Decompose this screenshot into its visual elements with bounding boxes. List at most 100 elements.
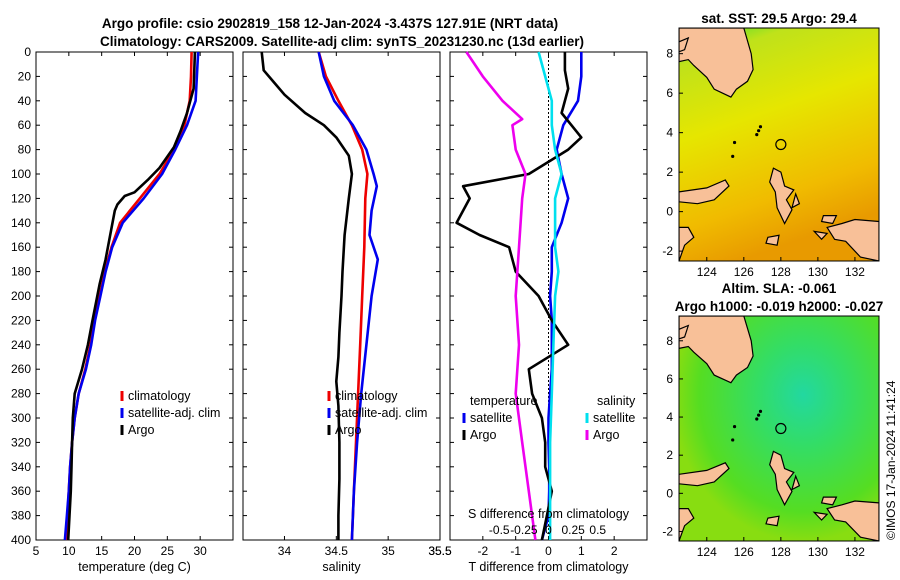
map-y-tick-label: 6 xyxy=(666,372,673,386)
sst-map-title: sat. SST: 29.5 Argo: 29.4 xyxy=(701,11,857,26)
sla-map-ticks: 124 126 128 130 132 8 6 4 2 0 -2 xyxy=(662,334,865,559)
new-guinea-birds-head xyxy=(826,500,879,541)
y-tick-label: 20 xyxy=(18,69,32,83)
y-tick-label: 320 xyxy=(11,435,31,449)
island-top-left xyxy=(679,324,690,340)
y-tick-label: 400 xyxy=(11,533,31,547)
y-tick-label: 280 xyxy=(11,387,31,401)
series-line-climatology xyxy=(317,51,369,541)
x-tick-label: -2 xyxy=(477,544,488,558)
waigeo-island xyxy=(820,496,838,506)
sulawesi-east xyxy=(679,226,695,261)
x2-tick-label: -0.25 xyxy=(510,523,538,537)
map-y-tick-label: 2 xyxy=(666,448,673,462)
x-axis-label: T difference from climatology xyxy=(468,560,629,574)
legend-label: Argo xyxy=(593,428,619,442)
temperature-panel: 0 20 40 60 80 100 120 140 160 180 200 220 240 260 280 3… xyxy=(11,45,234,574)
x-tick-label: 25 xyxy=(161,544,175,558)
imos-timestamp: ©IMOS 17-Jan-2024 11:41:24 xyxy=(884,380,898,540)
y-tick-label: 300 xyxy=(11,411,31,425)
halmahera-island xyxy=(769,450,795,507)
y-tick-label: 80 xyxy=(18,143,32,157)
x-tick-label: 30 xyxy=(193,544,207,558)
series-line-s-argo xyxy=(465,51,537,541)
mindanao-landmass xyxy=(679,316,754,384)
salinity-panel: 34 34.5 35 35.535.5salinityclimatologysatel… xyxy=(242,51,452,574)
x-axis-label: temperature (deg C) xyxy=(78,560,191,574)
map-x-tick-label: 126 xyxy=(734,545,754,559)
y-tick-label: 340 xyxy=(11,460,31,474)
series-line-s-satellite xyxy=(537,51,563,540)
small-island-dot xyxy=(757,413,761,417)
legend-label: satellite xyxy=(593,411,635,425)
x2-tick-label: 0 xyxy=(545,523,552,537)
sla-land xyxy=(679,316,879,541)
misool-island xyxy=(812,230,829,241)
map-y-tick-label: 8 xyxy=(666,334,673,348)
map-x-tick-label: 132 xyxy=(845,265,865,279)
map-x-tick-label: 130 xyxy=(808,265,828,279)
y-tick-label: 360 xyxy=(11,484,31,498)
sst-argo-marker xyxy=(775,138,787,151)
y-tick-label: 260 xyxy=(11,362,31,376)
small-island-dot xyxy=(758,125,763,129)
y-tick-label: 0 xyxy=(24,45,31,59)
x-tick-label: 35.5 xyxy=(428,544,452,558)
x-tick-label: 10 xyxy=(62,544,76,558)
panel-frame xyxy=(35,51,234,541)
y-tick-label: 120 xyxy=(11,191,31,205)
legend-label: satellite-adj. clim xyxy=(335,406,427,420)
y-tick-label: 60 xyxy=(18,118,32,132)
map-y-tick-label: -2 xyxy=(662,244,673,258)
halmahera-island xyxy=(769,167,795,225)
sst-map-ticks: 124 126 128 130 132 8 6 4 2 0 -2 xyxy=(662,47,865,279)
x-tick-label: 0 xyxy=(545,544,552,558)
series-line-argo xyxy=(260,51,354,540)
small-island-dot xyxy=(732,424,737,429)
map-x-tick-label: 130 xyxy=(808,545,828,559)
map-y-tick-label: -2 xyxy=(662,524,673,538)
x-tick-label: 5 xyxy=(33,544,40,558)
sst-map: sat. SST: 29.5 Argo: 29.4 124 126 128 130 13… xyxy=(662,11,880,279)
legend-label: satellite xyxy=(470,411,512,425)
legend-title-temperature: temperature xyxy=(470,394,537,408)
x-tick-label: 34.5 xyxy=(325,544,349,558)
x2-tick-label: 0.25 xyxy=(561,523,585,537)
map-y-tick-label: 0 xyxy=(666,486,673,500)
sla-map-title-line1: Altim. SLA: -0.061 xyxy=(722,281,837,296)
y-tick-label: 100 xyxy=(11,167,31,181)
halmahera-arm xyxy=(791,191,801,209)
x-tick-label: 1 xyxy=(578,544,585,558)
sst-land xyxy=(679,28,879,261)
map-x-tick-label: 124 xyxy=(697,545,717,559)
sulawesi-north xyxy=(679,462,730,487)
x-tick-label: 34 xyxy=(278,544,292,558)
x-axis-label: salinity xyxy=(322,560,361,574)
new-guinea-birds-head xyxy=(826,218,879,261)
map-y-tick-label: 6 xyxy=(666,86,673,100)
map-x-tick-label: 132 xyxy=(845,545,865,559)
x2-tick-label: -0.5 xyxy=(489,523,510,537)
map-x-tick-label: 126 xyxy=(734,265,754,279)
series-line-t-argo xyxy=(455,52,583,541)
obi-island xyxy=(765,234,780,246)
map-x-tick-label: 128 xyxy=(771,545,791,559)
mindanao-landmass xyxy=(679,28,754,98)
y-tick-label: 40 xyxy=(18,94,32,108)
difference-panel: -2 -1 0 1 2 T difference from climatology temp… xyxy=(449,51,648,574)
sulawesi-east xyxy=(679,508,695,541)
legend-label: Argo xyxy=(335,423,361,437)
legend-title-salinity: salinity xyxy=(597,394,636,408)
legend-label: Argo xyxy=(128,423,154,437)
x-tick-label: 15 xyxy=(95,544,109,558)
sulawesi-north xyxy=(679,179,730,205)
x-tick-label: 35.5 xyxy=(428,544,452,558)
legend-label: Argo xyxy=(470,428,496,442)
small-island-dot xyxy=(757,129,761,133)
legend-label: satellite-adj. clim xyxy=(128,406,220,420)
figure-title-line2: Climatology: CARS2009. Satellite-adj cli… xyxy=(100,34,584,49)
map-y-tick-label: 0 xyxy=(666,205,673,219)
map-y-tick-label: 8 xyxy=(666,47,673,61)
map-x-tick-label: 124 xyxy=(697,265,717,279)
